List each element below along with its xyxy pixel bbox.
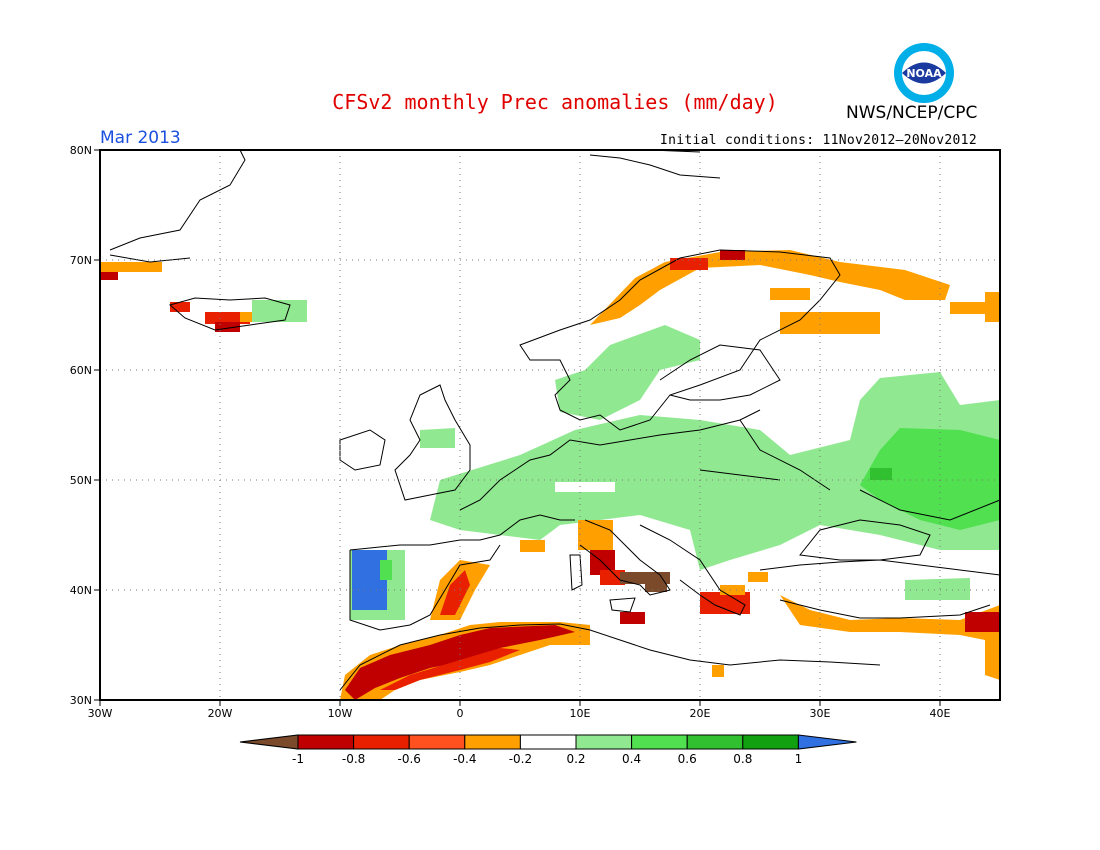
legend-arrow-high — [797, 734, 857, 750]
logo-text: NOAA — [906, 67, 942, 80]
legend-tick-label: -0.4 — [453, 752, 476, 766]
legend-swatch — [631, 734, 688, 750]
legend-swatch — [686, 734, 744, 750]
lat-label: 30N — [70, 694, 92, 707]
lat-label: 70N — [70, 254, 92, 267]
legend-swatch — [575, 734, 633, 750]
legend-tick-label: -0.8 — [342, 752, 365, 766]
lon-label: 40E — [930, 707, 951, 720]
legend-arrow-low — [239, 734, 299, 750]
legend-tick-label: 0.4 — [622, 752, 641, 766]
grid-lines — [100, 150, 1000, 700]
legend-tick-label: 0.8 — [733, 752, 752, 766]
map-frame — [99, 149, 1001, 701]
initial-conditions: Initial conditions: 11Nov2012–20Nov2012 — [660, 133, 977, 148]
coastlines — [109, 149, 1001, 691]
legend-tick-label: -1 — [292, 752, 304, 766]
lat-label: 60N — [70, 364, 92, 377]
lat-label: 40N — [70, 584, 92, 597]
lon-label: 30E — [810, 707, 831, 720]
chart-title: CFSv2 monthly Prec anomalies (mm/day) — [332, 90, 778, 114]
legend-tick-label: 0.2 — [566, 752, 585, 766]
forecast-month: Mar 2013 — [100, 128, 181, 148]
lon-label: 10W — [328, 707, 353, 720]
lon-label: 20W — [208, 707, 233, 720]
lon-label: 20E — [690, 707, 711, 720]
legend-tick-label: 1 — [795, 752, 803, 766]
lat-label: 80N — [70, 144, 92, 157]
legend-swatch — [353, 734, 410, 750]
anomaly-fills — [100, 250, 1000, 700]
legend-swatch — [297, 734, 355, 750]
organization-label: NWS/NCEP/CPC — [846, 103, 978, 123]
legend-swatch — [464, 734, 521, 750]
legend-tick-label: 0.6 — [678, 752, 697, 766]
lat-label: 50N — [70, 474, 92, 487]
legend-swatch — [742, 734, 799, 750]
legend-swatch — [519, 734, 577, 750]
noaa-logo: NOAA — [893, 42, 955, 104]
axis-ticks — [94, 149, 941, 706]
legend-tick-label: -0.2 — [509, 752, 532, 766]
legend-swatch — [408, 734, 466, 750]
legend-tick-label: -0.6 — [397, 752, 420, 766]
lon-label: 10E — [570, 707, 591, 720]
lon-label: 30W — [88, 707, 113, 720]
color-legend: -1 -0.8 -0.6 -0.4 -0.2 0.2 0.4 0.6 0.8 1 — [239, 734, 857, 766]
lon-label: 0 — [457, 707, 464, 720]
